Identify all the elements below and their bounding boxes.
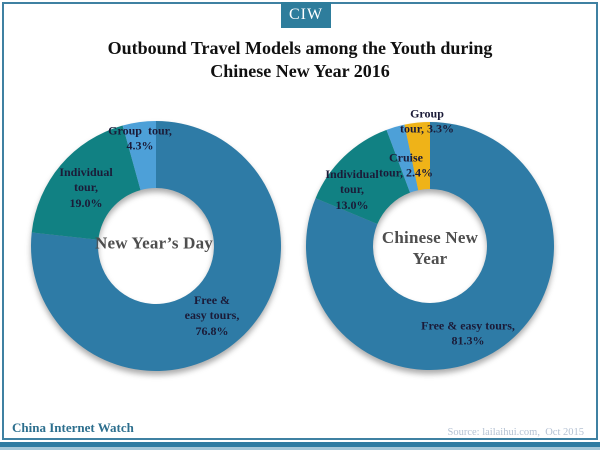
slice-group-tour	[404, 122, 430, 191]
ciw-logo-text: CIW	[288, 6, 324, 23]
slice-individual-tour	[31, 125, 141, 240]
slice-label-free-easy-tours: Free & easy tours, 81.3%	[421, 318, 515, 348]
slice-free-easy-tours	[30, 121, 281, 371]
slice-label-free-easy-tours: Free & easy tours, 76.8%	[184, 292, 240, 338]
center-label-new-years-day: New Year’s Day	[95, 233, 213, 253]
brand-text: China Internet Watch	[12, 420, 134, 435]
chart-title: Outbound Travel Models among the Youth d…	[0, 37, 600, 83]
slice-label-group-tour: Group tour, 3.3%	[400, 106, 454, 136]
ciw-logo: CIW	[281, 2, 331, 28]
bottom-accent-bar	[0, 442, 600, 450]
chart-title-line1: Outbound Travel Models among the Youth d…	[107, 38, 493, 58]
center-label-chinese-new-year: Chinese New Year	[381, 227, 479, 268]
slice-group-tour	[122, 121, 156, 191]
slice-label-individual-tour: Individual tour, 13.0%	[325, 166, 379, 212]
slice-label-individual-tour: Individual tour, 19.0%	[59, 164, 113, 210]
slice-cruise-tour	[386, 124, 419, 193]
slice-label-cruise-tour: Cruise tour, 2.4%	[379, 150, 433, 180]
chart-title-line2: Chinese New Year 2016	[210, 61, 390, 81]
slice-label-group-tour: Group tour, 4.3%	[108, 123, 172, 153]
slice-individual-tour	[315, 129, 411, 225]
slice-free-easy-tours	[306, 122, 555, 370]
source-text: Source: lailaihui.com, Oct 2015	[447, 427, 584, 438]
